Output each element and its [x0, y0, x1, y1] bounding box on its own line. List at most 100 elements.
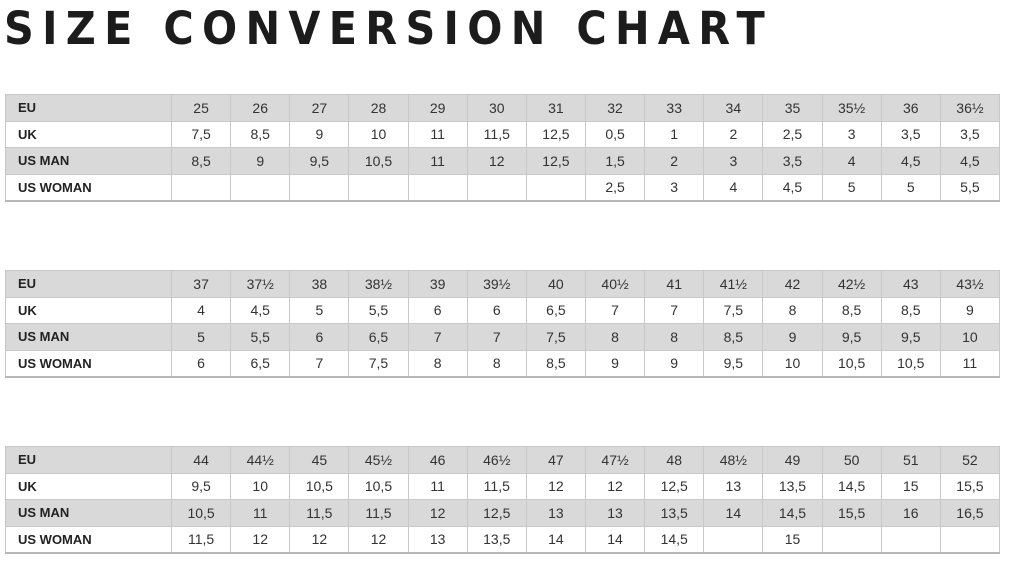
size-cell: 39	[407, 270, 468, 298]
size-cell: 34	[703, 94, 764, 122]
size-cell: 28	[348, 94, 409, 122]
size-cell: 6	[289, 323, 350, 351]
table-row-us-woman: US WOMAN 6 6,5 7 7,5 8 8 8,5 9 9 9,5 10 10,5 10,5 11	[5, 349, 1001, 378]
size-cell: 6	[407, 296, 468, 324]
row-label: US WOMAN	[5, 525, 172, 554]
size-cell	[821, 525, 882, 554]
size-cell: 47½	[584, 446, 646, 474]
size-cell: 11	[407, 472, 468, 500]
size-cell	[939, 525, 1001, 554]
size-cell: 14,5	[762, 499, 823, 527]
size-cell: 10,5	[821, 349, 882, 378]
size-cell	[525, 173, 586, 202]
size-cell: 50	[821, 446, 882, 474]
size-cell: 12,5	[644, 472, 705, 500]
size-cell: 13,5	[644, 499, 705, 527]
size-cell: 48	[644, 446, 705, 474]
size-cell: 15	[762, 525, 823, 554]
size-cell: 5	[170, 323, 232, 351]
size-cell: 14,5	[821, 472, 882, 500]
size-cell: 7,5	[170, 120, 232, 148]
size-cell: 8	[762, 296, 823, 324]
size-cell	[170, 173, 232, 202]
size-cell: 12	[466, 147, 527, 175]
size-cell: 7	[584, 296, 646, 324]
size-cell: 48½	[703, 446, 764, 474]
size-cell: 8,5	[703, 323, 764, 351]
size-cell: 13,5	[466, 525, 527, 554]
size-cell: 12,5	[525, 147, 586, 175]
size-cell: 8,5	[525, 349, 586, 378]
table-row-us-man: US MAN 5 5,5 6 6,5 7 7 7,5 8 8 8,5 9 9,5 9,5 10	[5, 323, 1001, 351]
table-row-uk: UK 4 4,5 5 5,5 6 6 6,5 7 7 7,5 8 8,5 8,5 9	[5, 296, 1001, 324]
size-cell: 10,5	[880, 349, 941, 378]
size-cell: 31	[525, 94, 586, 122]
size-cell: 9,5	[703, 349, 764, 378]
row-label: US MAN	[5, 147, 172, 175]
size-cell: 1	[644, 120, 705, 148]
size-cell: 3,5	[762, 147, 823, 175]
size-cell: 11,5	[170, 525, 232, 554]
size-cell: 33	[644, 94, 705, 122]
size-table-2: EU 37 37½ 38 38½ 39 39½ 40 40½ 41 41½ 42 42½ 43 43½ UK 4…	[5, 270, 1001, 378]
size-cell: 44	[170, 446, 232, 474]
size-cell: 12	[525, 472, 586, 500]
row-label: UK	[5, 472, 172, 500]
size-cell: 10,5	[348, 472, 409, 500]
table-row-eu: EU 37 37½ 38 38½ 39 39½ 40 40½ 41 41½ 42 42½ 43 43½	[5, 270, 1001, 298]
table-row-us-man: US MAN 8,5 9 9,5 10,5 11 12 12,5 1,5 2 3 3,5 4 4,5 4,5	[5, 147, 1001, 175]
size-cell: 52	[939, 446, 1001, 474]
size-cell: 10	[230, 472, 291, 500]
size-cell: 8	[584, 323, 646, 351]
size-cell: 6	[466, 296, 527, 324]
row-label: EU	[5, 270, 172, 298]
row-label: US WOMAN	[5, 349, 172, 378]
size-cell: 35	[762, 94, 823, 122]
size-cell: 15,5	[821, 499, 882, 527]
size-cell: 5	[821, 173, 882, 202]
size-cell: 41½	[703, 270, 764, 298]
size-cell: 11	[407, 120, 468, 148]
size-cell: 7	[466, 323, 527, 351]
size-cell: 6	[170, 349, 232, 378]
size-cell: 38	[289, 270, 350, 298]
size-cell: 46	[407, 446, 468, 474]
size-cell: 35½	[821, 94, 882, 122]
size-cell: 12	[289, 525, 350, 554]
size-cell: 3,5	[939, 120, 1001, 148]
size-cell: 3	[703, 147, 764, 175]
size-cell: 13	[525, 499, 586, 527]
size-cell: 25	[170, 94, 232, 122]
size-cell: 3	[644, 173, 705, 202]
size-cell: 11	[230, 499, 291, 527]
size-cell: 7,5	[703, 296, 764, 324]
size-cell: 8,5	[230, 120, 291, 148]
row-label: EU	[5, 94, 172, 122]
size-cell	[230, 173, 291, 202]
size-cell	[466, 173, 527, 202]
size-cell: 2,5	[584, 173, 646, 202]
size-cell: 29	[407, 94, 468, 122]
size-cell: 10	[939, 323, 1001, 351]
size-cell: 13	[584, 499, 646, 527]
size-cell: 3	[821, 120, 882, 148]
size-cell: 4,5	[880, 147, 941, 175]
row-label: US WOMAN	[5, 173, 172, 202]
size-cell: 45½	[348, 446, 409, 474]
size-cell: 4	[703, 173, 764, 202]
size-cell: 38½	[348, 270, 409, 298]
table-row-eu: EU 44 44½ 45 45½ 46 46½ 47 47½ 48 48½ 49 50 51 52	[5, 446, 1001, 474]
size-cell: 10,5	[289, 472, 350, 500]
size-cell: 12	[348, 525, 409, 554]
size-cell: 45	[289, 446, 350, 474]
table-row-us-man: US MAN 10,5 11 11,5 11,5 12 12,5 13 13 13,5 14 14,5…	[5, 499, 1001, 527]
size-cell: 9	[230, 147, 291, 175]
size-cell: 5	[289, 296, 350, 324]
size-cell: 6,5	[230, 349, 291, 378]
size-cell: 12,5	[525, 120, 586, 148]
size-cell: 7	[289, 349, 350, 378]
size-cell: 9	[644, 349, 705, 378]
size-cell: 9	[762, 323, 823, 351]
size-cell: 9,5	[289, 147, 350, 175]
row-label: UK	[5, 120, 172, 148]
